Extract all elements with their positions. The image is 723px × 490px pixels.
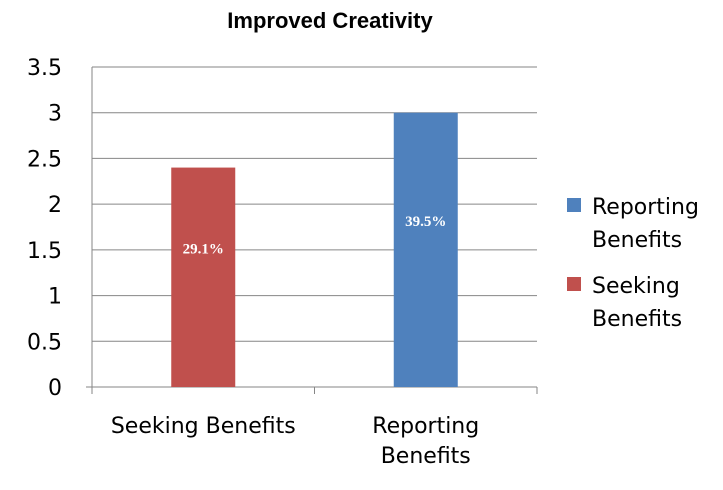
legend-label: Seeking (592, 274, 680, 299)
gridlines (92, 66, 537, 342)
bar (393, 112, 458, 387)
axes (86, 67, 538, 394)
y-tick-label: 1.5 (27, 239, 62, 264)
x-category-label: Seeking Benefits (111, 414, 296, 439)
legend-label: Benefits (592, 307, 682, 332)
y-tick-label: 3.5 (27, 56, 62, 81)
legend-label: Reporting (592, 195, 699, 220)
x-category-labels: Seeking Benefits Reporting Benefits (111, 414, 479, 469)
legend-swatch (567, 277, 581, 291)
y-tick-label: 0 (48, 376, 62, 401)
y-tick-label: 2 (48, 193, 62, 218)
legend: Reporting Benefits Seeking Benefits (567, 195, 699, 332)
chart-title: Improved Creativity (227, 8, 433, 33)
data-label: 29.1% (183, 241, 224, 257)
data-label: 39.5% (405, 214, 446, 230)
x-category-label: Reporting (372, 414, 479, 439)
y-tick-label: 0.5 (27, 330, 62, 355)
y-tick-label: 3 (48, 102, 62, 127)
bar (171, 167, 236, 387)
legend-label: Benefits (592, 228, 682, 253)
bars: 29.1% 39.5% (171, 112, 458, 387)
y-tick-labels: 0 0.5 1 1.5 2 2.5 3 3.5 (27, 56, 62, 401)
legend-swatch (567, 198, 581, 212)
y-tick-label: 2.5 (27, 147, 62, 172)
x-category-label: Benefits (381, 444, 471, 469)
y-tick-label: 1 (48, 285, 62, 310)
